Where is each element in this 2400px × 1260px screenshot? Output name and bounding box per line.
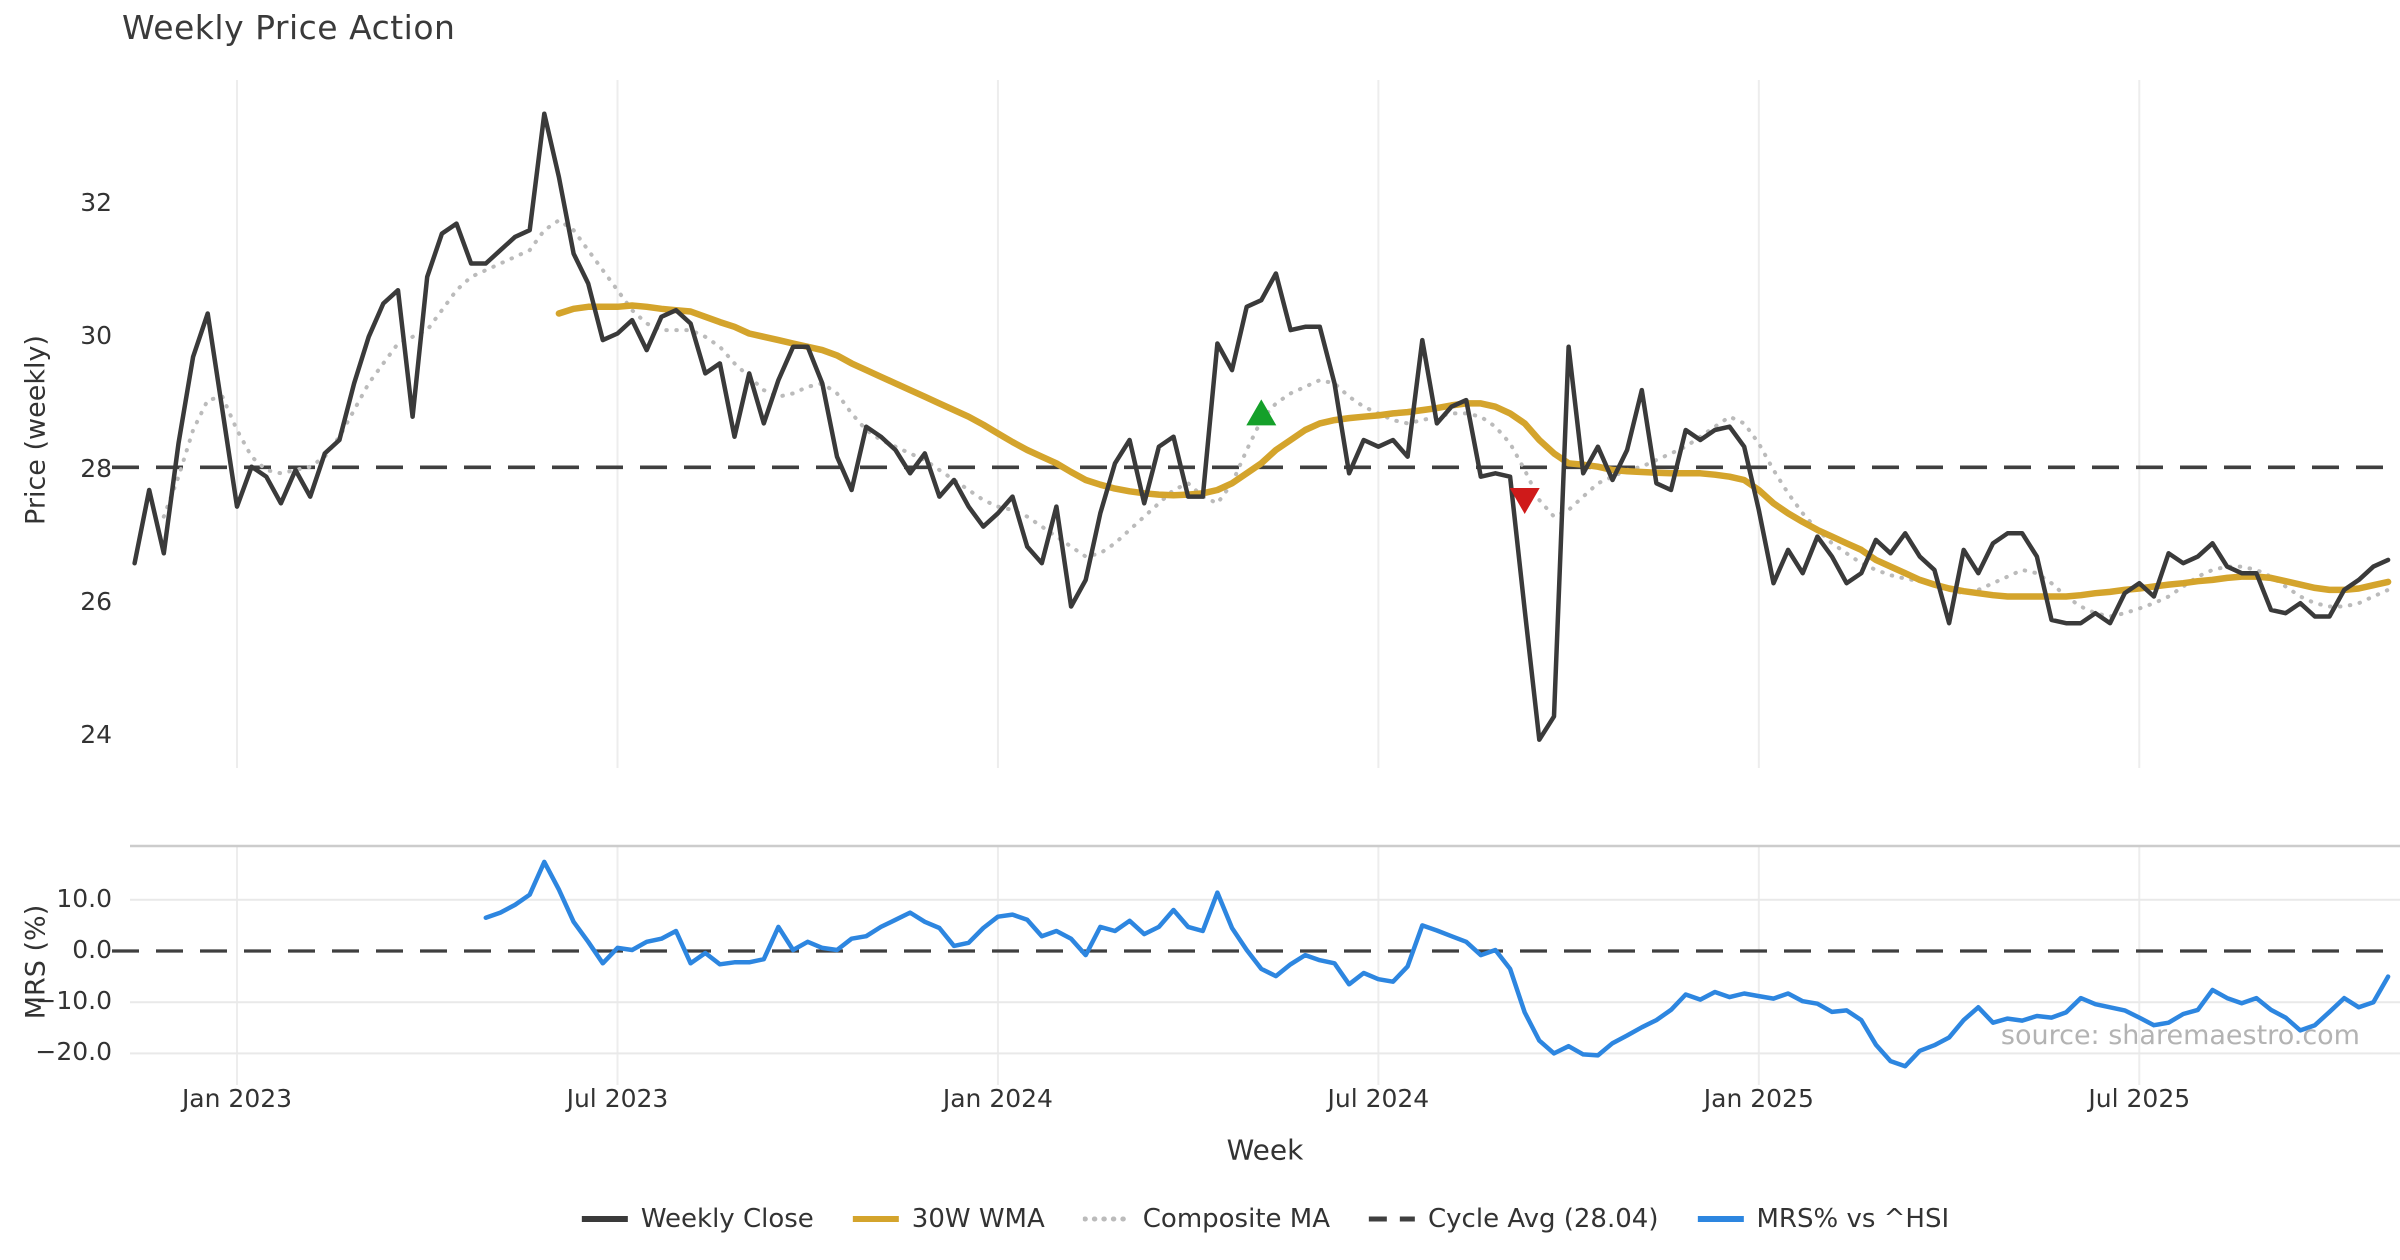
price-tick-label: 32 xyxy=(80,187,112,217)
x-tick-label: Jan 2023 xyxy=(181,1084,293,1113)
x-axis-label: Week xyxy=(1226,1133,1304,1167)
weekly-close-line-icon xyxy=(581,1216,628,1222)
legend-item-composite-ma: Composite MA xyxy=(1082,1204,1331,1234)
mrs-tick-label: 0.0 xyxy=(72,935,112,964)
buy-signal-marker xyxy=(1246,399,1277,426)
price-tick-label: 30 xyxy=(80,320,112,350)
x-tick-label: Jul 2025 xyxy=(2088,1084,2191,1113)
dotted-line-icon xyxy=(1082,1216,1131,1222)
legend-label: Cycle Avg (28.04) xyxy=(1428,1204,1659,1234)
mrs-tick-label: −10.0 xyxy=(35,986,112,1016)
x-tick-label: Jul 2023 xyxy=(566,1084,669,1113)
mrs-tick-label: −20.0 xyxy=(35,1037,112,1067)
chart-title: Weekly Price Action xyxy=(122,8,456,47)
x-tick-label: Jul 2024 xyxy=(1327,1084,1430,1113)
legend-item-cycle-avg: Cycle Avg (28.04) xyxy=(1368,1204,1658,1234)
sell-signal-marker xyxy=(1509,487,1540,514)
dashed-line-icon xyxy=(1369,1216,1416,1222)
wma-line-icon xyxy=(852,1216,899,1222)
mrs-tick-label: 10.0 xyxy=(56,883,112,913)
mrs-line-icon xyxy=(1697,1216,1744,1222)
x-tick-label: Jan 2024 xyxy=(942,1084,1053,1113)
legend-label: Composite MA xyxy=(1142,1204,1331,1234)
price-axis-label: Price (weekly) xyxy=(20,335,52,525)
price-tick-label: 26 xyxy=(80,587,112,617)
legend-item-30w-wma: 30W WMA xyxy=(852,1204,1045,1234)
legend-item-mrs: MRS% vs ^HSI xyxy=(1696,1204,1949,1234)
source-watermark: source: sharemaestro.com xyxy=(2000,1020,2360,1051)
legend-label: MRS% vs ^HSI xyxy=(1756,1204,1950,1234)
price-tick-label: 28 xyxy=(80,454,112,483)
legend-label: 30W WMA xyxy=(911,1204,1045,1234)
legend-label: Weekly Close xyxy=(640,1204,814,1234)
x-tick-label: Jan 2025 xyxy=(1703,1084,1814,1113)
price-tick-label: 24 xyxy=(80,720,112,750)
chart-legend: Weekly Close 30W WMA Composite MA Cycle … xyxy=(581,1204,1949,1234)
legend-item-weekly-close: Weekly Close xyxy=(581,1204,814,1234)
